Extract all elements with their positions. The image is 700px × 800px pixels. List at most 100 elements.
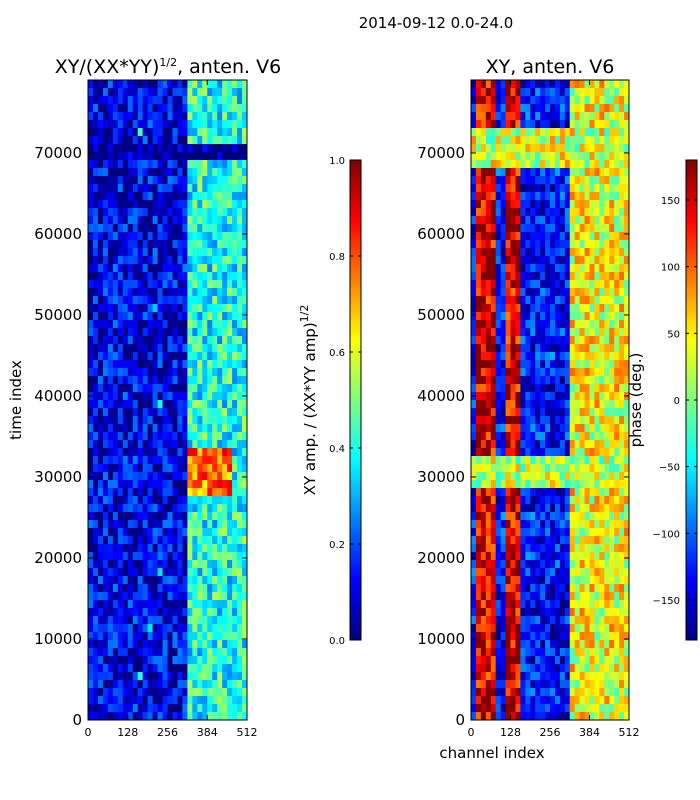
heatmap-cell xyxy=(510,552,517,561)
heatmap-cell xyxy=(127,632,134,641)
heatmap-cell xyxy=(117,528,124,537)
heatmap-cell xyxy=(177,176,184,185)
heatmap-cell xyxy=(485,576,492,585)
heatmap-cell xyxy=(480,88,487,97)
heatmap-cell xyxy=(107,544,114,553)
heatmap-cell xyxy=(137,216,144,225)
heatmap-cell xyxy=(102,176,109,185)
heatmap-cell xyxy=(599,464,605,473)
heatmap-cell xyxy=(88,296,94,305)
heatmap-cell xyxy=(97,504,104,513)
heatmap-cell xyxy=(535,616,541,625)
heatmap-cell xyxy=(242,432,247,441)
heatmap-cell xyxy=(495,192,502,201)
heatmap-cell xyxy=(540,256,546,265)
heatmap-cell xyxy=(207,472,213,481)
heatmap-cell xyxy=(192,600,198,609)
heatmap-cell xyxy=(207,296,213,305)
heatmap-cell xyxy=(495,608,502,617)
heatmap-cell xyxy=(554,640,561,649)
heatmap-cell xyxy=(530,184,536,193)
heatmap-cell xyxy=(589,488,596,497)
heatmap-cell xyxy=(97,144,104,153)
heatmap-cell xyxy=(197,184,203,193)
heatmap-cell xyxy=(520,640,526,649)
heatmap-cell xyxy=(162,456,169,465)
heatmap-cell xyxy=(227,208,233,217)
heatmap-cell xyxy=(222,144,228,153)
heatmap-cell xyxy=(471,384,477,393)
heatmap-cell xyxy=(132,488,139,497)
heatmap-cell xyxy=(609,208,615,217)
heatmap-cell xyxy=(122,336,129,345)
heatmap-cell xyxy=(550,400,556,409)
heatmap-cell xyxy=(471,568,477,577)
heatmap-cell xyxy=(559,152,566,161)
heatmap-cell xyxy=(202,608,208,617)
heatmap-cell xyxy=(515,88,521,97)
heatmap-cell xyxy=(475,176,482,185)
heatmap-cell xyxy=(237,416,243,425)
heatmap-cell xyxy=(490,264,497,273)
heatmap-cell xyxy=(515,104,521,113)
heatmap-cell xyxy=(569,528,576,537)
heatmap-cell xyxy=(212,416,218,425)
heatmap-cell xyxy=(142,432,149,441)
heatmap-cell xyxy=(530,288,536,297)
heatmap-cell xyxy=(88,480,94,489)
heatmap-cell xyxy=(584,168,591,177)
heatmap-cell xyxy=(162,584,169,593)
heatmap-cell xyxy=(589,472,596,481)
heatmap-cell xyxy=(147,216,154,225)
heatmap-cell xyxy=(471,424,477,433)
heatmap-cell xyxy=(182,448,188,457)
heatmap-cell xyxy=(227,184,233,193)
heatmap-cell xyxy=(485,336,492,345)
heatmap-cell xyxy=(222,616,228,625)
heatmap-cell xyxy=(167,536,174,545)
heatmap-cell xyxy=(242,672,247,681)
heatmap-cell xyxy=(88,664,94,673)
heatmap-cell xyxy=(152,216,159,225)
heatmap-cell xyxy=(88,544,94,553)
heatmap-cell xyxy=(619,312,625,321)
heatmap-cell xyxy=(475,416,482,425)
heatmap-cell xyxy=(569,616,576,625)
heatmap-cell xyxy=(574,608,581,617)
heatmap-cell xyxy=(162,504,169,513)
heatmap-cell xyxy=(117,152,124,161)
heatmap-cell xyxy=(559,336,566,345)
heatmap-cell xyxy=(584,408,591,417)
heatmap-cell xyxy=(107,616,114,625)
heatmap-cell xyxy=(614,256,620,265)
heatmap-cell xyxy=(237,184,243,193)
heatmap-cell xyxy=(535,248,541,257)
heatmap-cell xyxy=(471,112,477,121)
heatmap-cell xyxy=(182,552,188,561)
heatmap-cell xyxy=(535,312,541,321)
heatmap-cell xyxy=(88,128,94,137)
heatmap-cell xyxy=(88,704,94,713)
heatmap-cell xyxy=(619,344,625,353)
heatmap-cell xyxy=(550,520,556,529)
heatmap-cell xyxy=(540,224,546,233)
heatmap-cell xyxy=(167,280,174,289)
heatmap-cell xyxy=(192,288,198,297)
heatmap-cell xyxy=(574,408,581,417)
heatmap-cell xyxy=(490,216,497,225)
heatmap-cell xyxy=(545,368,551,377)
heatmap-cell xyxy=(117,512,124,521)
heatmap-cell xyxy=(162,392,169,401)
heatmap-cell xyxy=(242,80,247,89)
heatmap-cell xyxy=(112,384,119,393)
heatmap-cell xyxy=(177,288,184,297)
heatmap-cell xyxy=(505,232,512,241)
heatmap-cell xyxy=(172,368,179,377)
heatmap-cell xyxy=(569,496,576,505)
heatmap-cell xyxy=(117,144,124,153)
heatmap-cell xyxy=(172,584,179,593)
heatmap-cell xyxy=(619,104,625,113)
heatmap-cell xyxy=(107,688,114,697)
heatmap-cell xyxy=(132,416,139,425)
heatmap-cell xyxy=(614,232,620,241)
